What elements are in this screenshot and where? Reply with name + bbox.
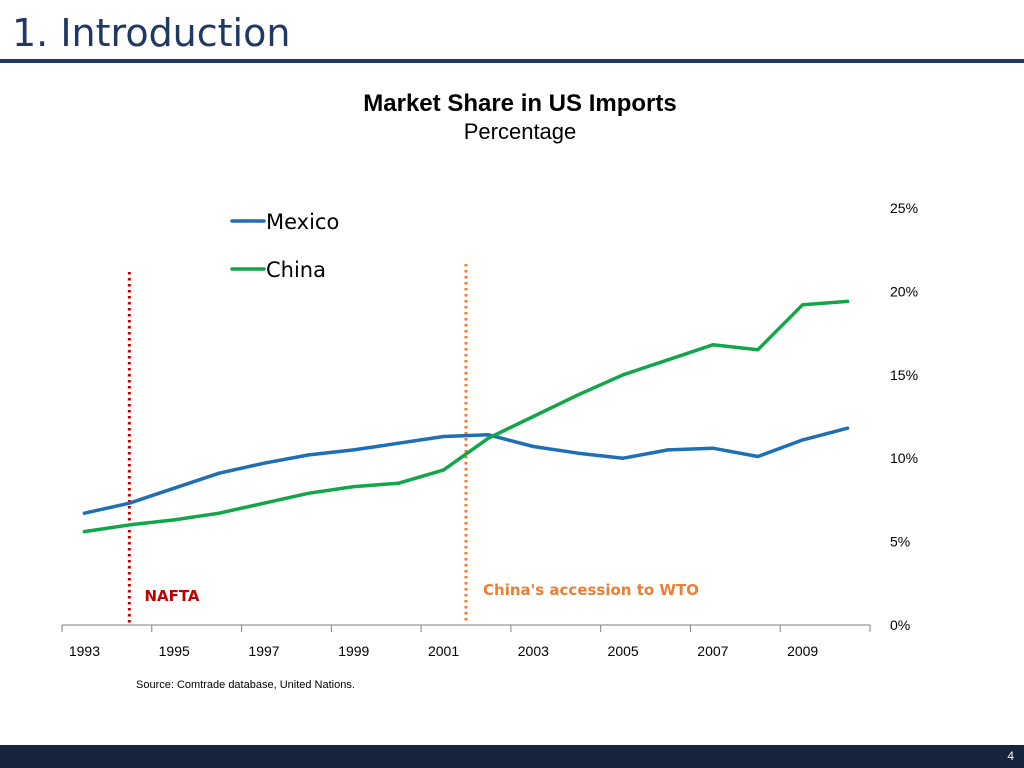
data-point-china xyxy=(441,468,446,472)
y-tick-label: 10% xyxy=(890,450,918,466)
y-tick-label: 15% xyxy=(890,367,918,383)
data-point-mexico xyxy=(441,434,446,439)
series-line-china xyxy=(82,299,850,534)
data-point-china xyxy=(621,373,625,377)
annotation-label: NAFTA xyxy=(144,587,199,605)
page-number: 4 xyxy=(1007,749,1014,763)
data-point-mexico xyxy=(82,511,87,515)
x-tick-label: 1993 xyxy=(69,643,100,659)
data-point-mexico xyxy=(711,446,715,450)
x-tick-label: 2009 xyxy=(787,643,818,659)
data-point-china xyxy=(352,484,356,489)
title-underline xyxy=(0,59,1024,63)
data-point-china xyxy=(756,348,760,352)
data-point-china xyxy=(262,501,266,505)
data-point-china xyxy=(845,299,850,304)
footer-bar: 4 xyxy=(0,745,1024,768)
slide-title: 1. Introduction xyxy=(12,11,291,55)
x-tick-label: 2005 xyxy=(608,643,639,659)
data-point-mexico xyxy=(307,453,311,457)
y-tick-label: 5% xyxy=(890,534,910,550)
data-point-mexico xyxy=(576,451,580,455)
y-tick-label: 20% xyxy=(890,283,918,299)
data-point-mexico xyxy=(666,448,670,452)
data-point-mexico xyxy=(621,456,625,460)
x-tick-label: 1997 xyxy=(248,643,279,659)
data-point-mexico xyxy=(756,454,760,459)
data-point-mexico xyxy=(486,433,491,437)
chart-title: Market Share in US Imports xyxy=(363,90,677,117)
data-point-mexico xyxy=(531,444,535,449)
data-point-china xyxy=(217,511,221,515)
chart-subtitle: Percentage xyxy=(463,119,577,144)
x-tick-label: 2007 xyxy=(697,643,728,659)
data-point-china xyxy=(666,358,670,362)
data-point-mexico xyxy=(172,486,176,490)
data-point-china xyxy=(172,518,176,522)
y-tick-label: 0% xyxy=(890,617,910,633)
series-line-mexico xyxy=(82,426,850,515)
legend-label-china: China xyxy=(266,258,326,282)
data-point-china xyxy=(82,529,87,534)
data-point-china xyxy=(531,414,535,419)
data-point-mexico xyxy=(801,438,805,442)
data-point-mexico xyxy=(845,426,850,430)
x-tick-label: 2001 xyxy=(428,643,459,659)
data-point-china xyxy=(486,436,491,440)
x-tick-label: 2003 xyxy=(518,643,549,659)
data-point-china xyxy=(576,393,580,397)
data-point-mexico xyxy=(352,448,356,452)
data-point-mexico xyxy=(397,441,401,445)
data-point-china xyxy=(801,303,805,307)
source-note: Source: Comtrade database, United Nation… xyxy=(136,679,355,691)
legend-label-mexico: Mexico xyxy=(266,210,339,234)
data-point-china xyxy=(711,343,715,347)
annotation-label: China's accession to WTO xyxy=(483,581,699,599)
market-share-chart: 1993 1995 1997 1999 2001 2003 2005 2007 2009 0% 5%… xyxy=(61,200,918,659)
data-point-china xyxy=(127,523,131,527)
data-point-mexico xyxy=(217,471,221,475)
data-point-china xyxy=(307,491,311,495)
x-tick-label: 1999 xyxy=(338,643,369,659)
data-point-china xyxy=(397,481,401,485)
data-point-mexico xyxy=(262,461,266,465)
x-tick-label: 1995 xyxy=(159,643,190,659)
data-point-mexico xyxy=(127,501,131,505)
y-tick-label: 25% xyxy=(890,200,918,216)
